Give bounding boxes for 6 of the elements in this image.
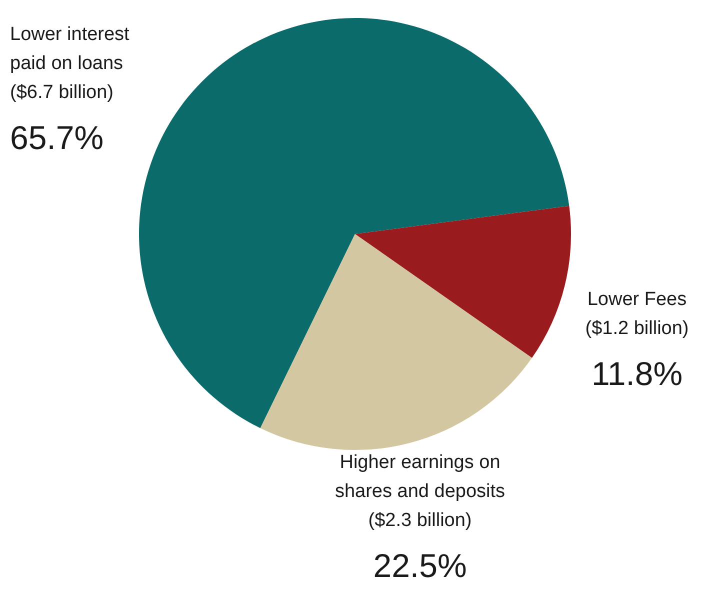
slice-label: Higher earnings on shares and deposits ($2.3 billion) (334, 452, 506, 531)
slice-label: Lower interest paid on loans ($6.7 billion) (10, 24, 130, 103)
data-label: 22.5% (373, 547, 467, 584)
data-label: 65.7% (10, 119, 104, 156)
data-label: 11.8% (591, 355, 683, 392)
slice-label: Lower Fees ($1.2 billion) (585, 289, 689, 339)
